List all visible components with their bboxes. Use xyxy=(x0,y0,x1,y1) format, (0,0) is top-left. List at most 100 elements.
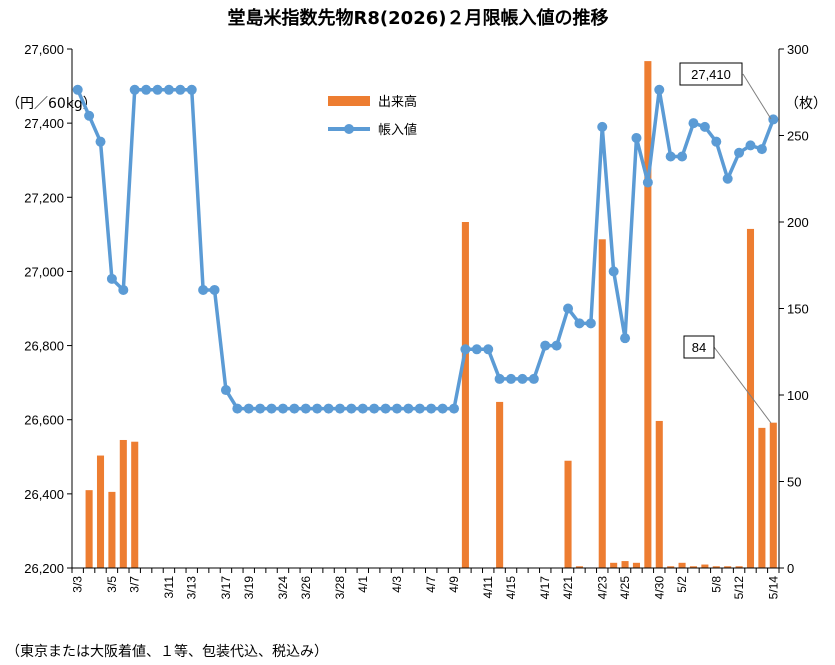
left-tick-label: 27,000 xyxy=(24,264,64,279)
x-tick-label: 3/5 xyxy=(105,576,119,593)
price-point xyxy=(437,403,448,414)
volume-bar xyxy=(632,562,640,568)
volume-bar xyxy=(96,455,105,568)
volume-bar xyxy=(758,427,766,568)
price-point xyxy=(300,403,311,414)
price-point xyxy=(654,84,665,95)
price-point xyxy=(232,403,243,414)
price-point xyxy=(84,110,95,121)
price-point xyxy=(289,403,300,414)
volume-bar xyxy=(712,566,720,568)
x-tick-label: 5/2 xyxy=(675,576,689,593)
price-point xyxy=(152,84,163,95)
right-tick-label: 250 xyxy=(787,129,809,144)
price-point xyxy=(471,344,482,355)
price-point xyxy=(277,403,288,414)
left-tick-label: 26,200 xyxy=(24,561,64,576)
price-point xyxy=(414,403,425,414)
price-point xyxy=(574,318,585,329)
volume-bar xyxy=(598,239,606,569)
price-line xyxy=(72,84,779,414)
price-point xyxy=(768,114,779,125)
price-point xyxy=(460,344,471,355)
price-point xyxy=(494,373,505,384)
left-tick-label: 27,200 xyxy=(24,190,64,205)
price-point xyxy=(642,177,653,188)
price-point xyxy=(175,84,186,95)
last-volume-leader xyxy=(713,346,772,424)
price-point xyxy=(734,147,745,158)
price-point xyxy=(483,344,494,355)
price-point xyxy=(106,273,117,284)
price-point xyxy=(722,173,733,184)
price-point xyxy=(517,373,528,384)
price-point xyxy=(391,403,402,414)
x-tick-label: 4/21 xyxy=(561,576,575,600)
volume-bar xyxy=(667,566,675,568)
price-point xyxy=(255,403,266,414)
price-series-line xyxy=(76,88,775,411)
right-tick-label: 0 xyxy=(787,561,794,576)
last-price-label: 27,410 xyxy=(691,67,731,82)
last-price-callout: 27,410 xyxy=(679,62,772,120)
volume-bar xyxy=(769,422,777,568)
price-point xyxy=(597,121,608,132)
price-point xyxy=(186,84,197,95)
volume-bar xyxy=(610,562,618,568)
price-point xyxy=(95,136,106,147)
price-point xyxy=(756,144,767,155)
price-point xyxy=(699,121,710,132)
x-tick-label: 5/12 xyxy=(732,576,746,600)
chart-title: 堂島米指数先物R8(2026)２月限帳入値の推移 xyxy=(228,7,609,29)
x-tick-label: 4/30 xyxy=(652,576,666,600)
volume-bar xyxy=(678,562,686,568)
right-tick-label: 50 xyxy=(787,475,801,490)
footnote: （東京または大阪着値、１等、包装代込、税込み） xyxy=(6,643,328,660)
x-tick-label: 3/11 xyxy=(162,576,176,599)
price-point xyxy=(323,403,334,414)
x-tick-label: 5/8 xyxy=(709,576,723,593)
x-tick-label: 4/9 xyxy=(447,576,461,593)
x-tick-label: 4/7 xyxy=(424,576,438,593)
price-point xyxy=(141,84,152,95)
volume-bar xyxy=(119,439,127,568)
price-point xyxy=(608,266,619,277)
price-point xyxy=(745,140,756,151)
volume-bar xyxy=(644,61,652,569)
price-point xyxy=(266,403,277,414)
volume-bar xyxy=(131,441,139,568)
x-tick-label: 4/3 xyxy=(390,576,404,593)
x-tick-label: 3/28 xyxy=(333,576,347,600)
volume-bar xyxy=(655,420,663,568)
price-point xyxy=(220,385,231,396)
price-point xyxy=(209,284,220,295)
x-tick-label: 4/1 xyxy=(356,576,370,593)
left-tick-label: 26,400 xyxy=(24,487,64,502)
volume-bar xyxy=(461,222,469,568)
volume-bar xyxy=(575,566,583,568)
volume-bar xyxy=(746,228,755,569)
price-point xyxy=(312,403,323,414)
legend-volume-swatch xyxy=(328,96,370,106)
right-tick-label: 300 xyxy=(787,42,809,57)
x-tick-label: 3/24 xyxy=(276,576,290,600)
x-tick-label: 3/19 xyxy=(242,576,256,600)
right-axis-unit: （枚） xyxy=(785,96,827,112)
price-point xyxy=(129,84,140,95)
price-point xyxy=(711,136,722,147)
price-point xyxy=(403,403,414,414)
price-point xyxy=(72,84,83,95)
last-volume-callout: 84 xyxy=(683,335,772,424)
price-point xyxy=(551,340,562,351)
axes: 26,200 26,400 26,600 26,800 27,000 27,200 27,4… xyxy=(24,42,808,599)
price-point xyxy=(426,403,437,414)
x-tick-label: 5/14 xyxy=(766,576,780,600)
price-point xyxy=(243,403,254,414)
legend-price-label: 帳入値 xyxy=(378,122,417,138)
volume-bar xyxy=(85,490,93,568)
price-point xyxy=(369,403,380,414)
volume-bar xyxy=(735,566,743,568)
x-tick-label: 4/25 xyxy=(618,576,632,600)
last-price-leader xyxy=(742,73,772,120)
price-point xyxy=(357,403,368,414)
